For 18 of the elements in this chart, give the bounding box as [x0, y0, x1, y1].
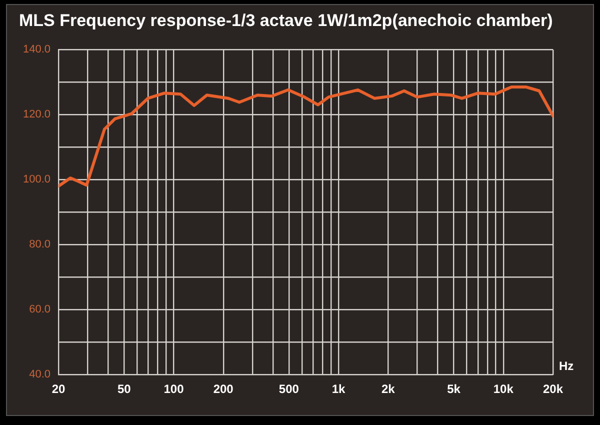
x-tick-label: 50	[117, 382, 132, 396]
y-tick-label: 120.0	[22, 108, 51, 121]
y-tick-label: 100.0	[22, 174, 51, 186]
x-tick-label: 10k	[493, 382, 514, 396]
x-tick-label: 200	[213, 382, 234, 396]
x-tick-label: 20	[52, 382, 66, 396]
x-axis-title: Hz	[559, 358, 574, 373]
x-tick-label: 1k	[332, 382, 346, 396]
chart-title: MLS Frequency response-1/3 actave 1W/1m2p(anechoic chamber)	[19, 11, 553, 31]
x-tick-label: 2k	[381, 382, 396, 396]
x-tick-label: 20k	[542, 382, 564, 396]
x-tick-label: 5k	[447, 382, 461, 396]
y-tick-label: 40.0	[29, 368, 51, 381]
x-tick-label: 500	[278, 382, 300, 396]
y-tick-label: 80.0	[29, 238, 51, 251]
y-tick-label: 140.0	[22, 44, 51, 56]
y-tick-label: 60.0	[29, 304, 51, 316]
x-tick-label: 100	[164, 382, 184, 396]
